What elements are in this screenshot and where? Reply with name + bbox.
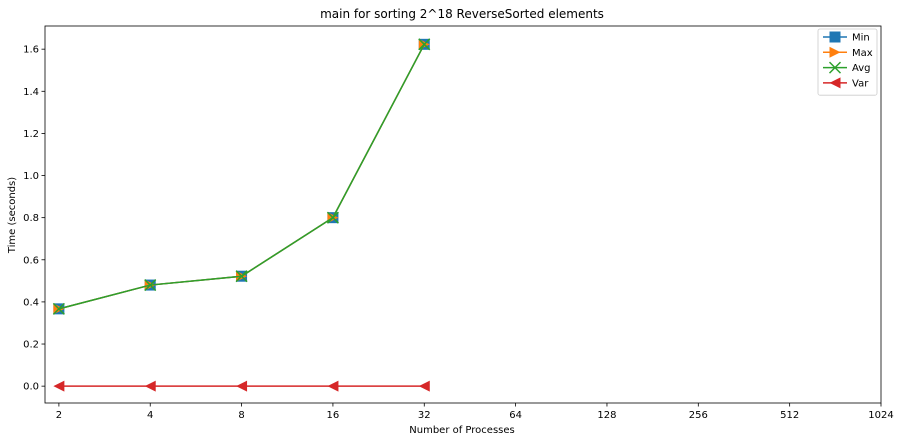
data-point <box>327 380 339 392</box>
legend-label: Avg <box>852 63 871 74</box>
x-tick-label: 2 <box>56 410 62 421</box>
x-tick-label: 16 <box>327 410 340 421</box>
x-tick-label: 256 <box>689 410 708 421</box>
legend-label: Max <box>852 48 873 59</box>
y-axis: 0.0 0.2 0.4 0.6 0.8 1.0 1.2 1.4 1.6 <box>23 45 45 393</box>
y-tick-label: 0.2 <box>23 340 39 351</box>
x-tick-label: 1024 <box>868 410 893 421</box>
legend-item-min: Min <box>823 31 870 44</box>
legend-marker <box>829 46 841 58</box>
x-tick-label: 512 <box>780 410 799 421</box>
series-avg <box>52 38 431 315</box>
y-axis-label: Time (seconds) <box>7 177 18 254</box>
x-tick-label: 128 <box>597 410 616 421</box>
x-tick-label: 4 <box>147 410 153 421</box>
legend-label: Var <box>852 78 869 89</box>
y-tick-label: 1.2 <box>23 129 39 140</box>
data-point <box>144 279 157 292</box>
y-tick-label: 1.0 <box>23 171 39 182</box>
legend-item-max: Max <box>823 46 873 59</box>
legend: Min Max Avg Var <box>817 28 878 96</box>
data-point <box>144 380 156 392</box>
data-point <box>52 302 65 315</box>
series-layer <box>52 38 431 392</box>
chart-title: main for sorting 2^18 ReverseSorted elem… <box>320 7 604 21</box>
data-point <box>418 38 431 51</box>
legend-marker <box>828 61 842 74</box>
data-point <box>235 270 248 283</box>
x-tick-label: 32 <box>418 410 431 421</box>
y-tick-label: 0.8 <box>23 213 39 224</box>
data-point <box>53 380 65 392</box>
legend-item-avg: Avg <box>823 61 871 74</box>
data-point <box>236 380 248 392</box>
y-tick-label: 1.4 <box>23 87 39 98</box>
data-point <box>326 211 339 224</box>
y-tick-label: 0.6 <box>23 255 39 266</box>
legend-marker <box>829 31 841 43</box>
x-axis-label: Number of Processes <box>409 425 514 436</box>
data-point <box>418 380 430 392</box>
plot-area <box>44 25 882 404</box>
x-tick-label: 8 <box>238 410 244 421</box>
legend-marker <box>829 77 841 89</box>
x-tick-label: 64 <box>509 410 522 421</box>
x-axis: 2 4 8 16 32 64 128 256 512 1024 <box>56 403 894 421</box>
y-tick-label: 1.6 <box>23 45 39 56</box>
y-tick-label: 0.0 <box>23 382 39 393</box>
legend-label: Min <box>852 33 870 44</box>
legend-item-var: Var <box>823 77 869 89</box>
series-var <box>53 380 430 392</box>
legend-box <box>817 28 878 96</box>
y-tick-label: 0.4 <box>23 297 39 308</box>
